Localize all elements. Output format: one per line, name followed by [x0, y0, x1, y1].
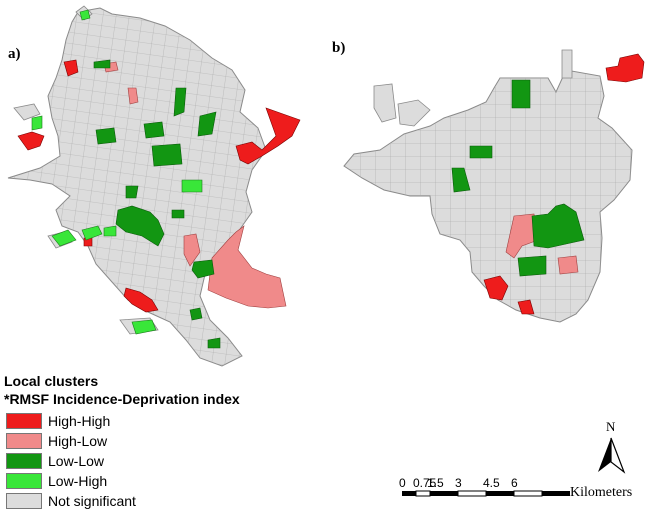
legend-label: Not significant [48, 493, 136, 509]
panel-label-b: b) [332, 40, 346, 56]
scale-tick-label: 4.5 [483, 476, 500, 490]
city-a-sprawl-west [13, 103, 41, 121]
legend-label: High-High [48, 413, 111, 429]
cluster-a-low-low-7 [115, 205, 165, 247]
cluster-a-high-low-4 [207, 225, 287, 309]
city-b-sprawl-north [561, 49, 573, 79]
legend-item: Not significant [6, 491, 304, 511]
legend-items: High-High High-Low Low-Low Low-High Not sign… [4, 411, 304, 511]
cluster-a-low-low-1 [93, 59, 111, 69]
cluster-a-high-low-3 [183, 233, 201, 267]
cluster-b-low-low-4 [531, 203, 585, 249]
cluster-a-low-low-6 [151, 143, 183, 167]
cluster-a-high-low-1 [127, 87, 139, 105]
scale-unit: Kilometers [570, 485, 633, 500]
cluster-a-high-high-1 [63, 59, 79, 77]
cluster-b-high-low-2 [557, 255, 579, 275]
cluster-a-low-high-1 [79, 9, 91, 21]
legend-swatch [6, 473, 42, 489]
cluster-b-low-low-1 [511, 79, 531, 109]
scale-bar [402, 490, 570, 497]
legend-swatch [6, 453, 42, 469]
cluster-a-high-high-2 [17, 131, 45, 151]
cluster-a-low-high-3 [181, 179, 203, 193]
cluster-a-low-low-10 [125, 185, 139, 199]
north-letter: N [606, 419, 616, 434]
cluster-a-low-low-5 [143, 121, 165, 139]
cluster-b-low-low-3 [451, 167, 471, 193]
legend-subtitle: *RMSF Incidence-Deprivation index [4, 391, 240, 407]
legend-swatch [6, 413, 42, 429]
cluster-a-low-high-4 [51, 229, 77, 247]
cluster-b-high-high-3 [517, 299, 535, 315]
legend: Local clusters *RMSF Incidence-Deprivati… [4, 372, 304, 511]
cluster-a-low-low-4 [95, 127, 117, 145]
north-arrow-icon [598, 437, 626, 474]
city-map-b [343, 49, 645, 323]
scale-tick-label: 1.5 [427, 476, 444, 490]
cluster-a-low-high-5 [81, 225, 103, 241]
scale-tick-label: 6 [511, 476, 518, 490]
scale-tick-label: 3 [455, 476, 462, 490]
legend-item: High-High [6, 411, 304, 431]
cluster-a-low-high-7 [131, 319, 157, 335]
cluster-a-low-low-11 [189, 307, 203, 321]
scale-tick-label: 0 [399, 476, 406, 490]
cluster-a-low-high-6 [103, 225, 117, 237]
cluster-a-high-high-4 [123, 287, 159, 313]
cluster-b-low-low-5 [517, 255, 547, 277]
cluster-a-low-low-8 [171, 209, 185, 219]
cluster-b-high-high-1 [605, 53, 645, 83]
scale-tick-label: 0.75 [413, 476, 437, 490]
legend-swatch [6, 493, 42, 509]
cluster-a-low-low-2 [173, 87, 187, 117]
legend-swatch [6, 433, 42, 449]
legend-title: Local clusters [4, 373, 99, 389]
cluster-a-low-high-2 [31, 115, 43, 131]
city-map-a [7, 5, 301, 367]
legend-label: Low-High [48, 473, 108, 489]
legend-item: Low-High [6, 471, 304, 491]
panel-label-a: a) [8, 46, 21, 62]
cluster-b-high-high-2 [483, 275, 509, 301]
cluster-a-high-high-3 [235, 107, 301, 165]
cluster-b-low-low-2 [469, 145, 493, 159]
legend-label: High-Low [48, 433, 108, 449]
city-b-sprawl-west [397, 99, 431, 127]
legend-item: Low-Low [6, 451, 304, 471]
cluster-a-low-low-3 [197, 111, 217, 137]
legend-label: Low-Low [48, 453, 105, 469]
cluster-b-high-low-1 [505, 213, 539, 259]
cluster-a-low-low-12 [207, 337, 221, 349]
city-b-sprawl-northwest [373, 83, 397, 123]
legend-item: High-Low [6, 431, 304, 451]
cluster-a-low-low-9 [191, 259, 215, 279]
